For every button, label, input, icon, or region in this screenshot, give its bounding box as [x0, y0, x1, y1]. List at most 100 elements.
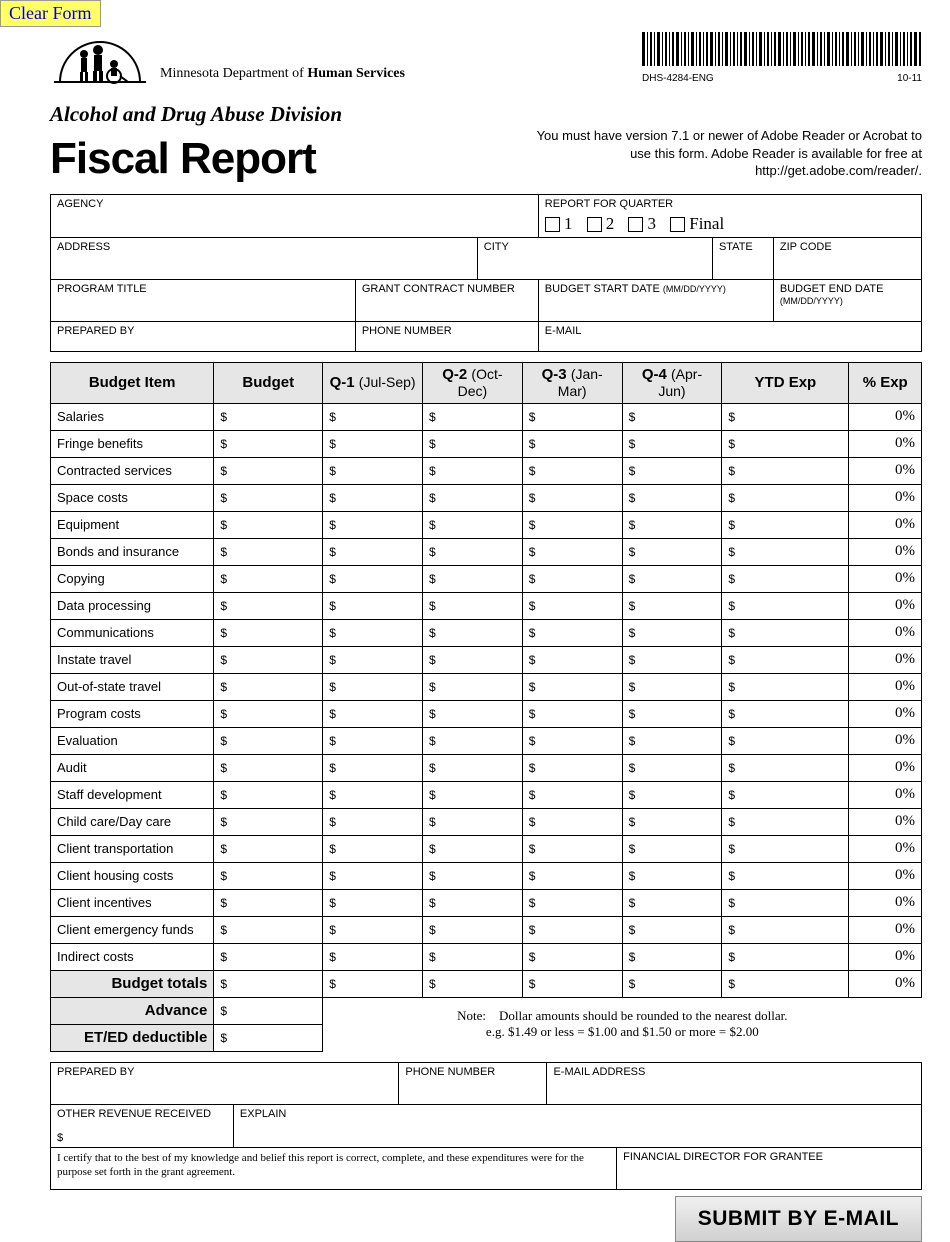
quarter-3-checkbox[interactable]: [628, 217, 643, 232]
totals-q1[interactable]: $: [323, 970, 423, 997]
q1-cell[interactable]: $: [323, 619, 423, 646]
q4-cell[interactable]: $: [622, 700, 722, 727]
q3-cell[interactable]: $: [522, 565, 622, 592]
budget-cell[interactable]: $: [214, 565, 323, 592]
budget-cell[interactable]: $: [214, 538, 323, 565]
ytd-cell[interactable]: $: [722, 592, 849, 619]
q3-cell[interactable]: $: [522, 754, 622, 781]
explain-field[interactable]: EXPLAIN: [233, 1104, 921, 1147]
prepared-by-field[interactable]: PREPARED BY: [51, 321, 356, 351]
ytd-cell[interactable]: $: [722, 754, 849, 781]
q1-cell[interactable]: $: [323, 808, 423, 835]
q1-cell[interactable]: $: [323, 889, 423, 916]
q3-cell[interactable]: $: [522, 727, 622, 754]
q4-cell[interactable]: $: [622, 592, 722, 619]
ytd-cell[interactable]: $: [722, 727, 849, 754]
budget-cell[interactable]: $: [214, 754, 323, 781]
q2-cell[interactable]: $: [422, 538, 522, 565]
email-field[interactable]: E-MAIL: [538, 321, 921, 351]
ytd-cell[interactable]: $: [722, 565, 849, 592]
q3-cell[interactable]: $: [522, 430, 622, 457]
q3-cell[interactable]: $: [522, 781, 622, 808]
q3-cell[interactable]: $: [522, 673, 622, 700]
q1-cell[interactable]: $: [323, 646, 423, 673]
q4-cell[interactable]: $: [622, 538, 722, 565]
q4-cell[interactable]: $: [622, 673, 722, 700]
q3-cell[interactable]: $: [522, 646, 622, 673]
ytd-cell[interactable]: $: [722, 862, 849, 889]
q1-cell[interactable]: $: [323, 943, 423, 970]
ytd-cell[interactable]: $: [722, 808, 849, 835]
q3-cell[interactable]: $: [522, 619, 622, 646]
budget-cell[interactable]: $: [214, 889, 323, 916]
budget-cell[interactable]: $: [214, 808, 323, 835]
q3-cell[interactable]: $: [522, 484, 622, 511]
q2-cell[interactable]: $: [422, 403, 522, 430]
q2-cell[interactable]: $: [422, 565, 522, 592]
budget-cell[interactable]: $: [214, 781, 323, 808]
budget-cell[interactable]: $: [214, 403, 323, 430]
ytd-cell[interactable]: $: [722, 889, 849, 916]
q4-cell[interactable]: $: [622, 403, 722, 430]
q2-cell[interactable]: $: [422, 430, 522, 457]
financial-director-field[interactable]: FINANCIAL DIRECTOR FOR GRANTEE: [617, 1147, 922, 1189]
q4-cell[interactable]: $: [622, 781, 722, 808]
budget-cell[interactable]: $: [214, 484, 323, 511]
ytd-cell[interactable]: $: [722, 835, 849, 862]
totals-ytd[interactable]: $: [722, 970, 849, 997]
q3-cell[interactable]: $: [522, 538, 622, 565]
q3-cell[interactable]: $: [522, 808, 622, 835]
q3-cell[interactable]: $: [522, 511, 622, 538]
q4-cell[interactable]: $: [622, 862, 722, 889]
q3-cell[interactable]: $: [522, 403, 622, 430]
q3-cell[interactable]: $: [522, 700, 622, 727]
state-field[interactable]: STATE: [712, 237, 773, 279]
budget-cell[interactable]: $: [214, 727, 323, 754]
ytd-cell[interactable]: $: [722, 511, 849, 538]
q1-cell[interactable]: $: [323, 511, 423, 538]
q4-cell[interactable]: $: [622, 430, 722, 457]
budget-cell[interactable]: $: [214, 835, 323, 862]
q1-cell[interactable]: $: [323, 916, 423, 943]
budget-cell[interactable]: $: [214, 916, 323, 943]
totals-budget[interactable]: $: [214, 970, 323, 997]
budget-cell[interactable]: $: [214, 457, 323, 484]
footer-phone-field[interactable]: PHONE NUMBER: [399, 1062, 547, 1104]
q4-cell[interactable]: $: [622, 835, 722, 862]
ytd-cell[interactable]: $: [722, 700, 849, 727]
q3-cell[interactable]: $: [522, 457, 622, 484]
ytd-cell[interactable]: $: [722, 781, 849, 808]
totals-q4[interactable]: $: [622, 970, 722, 997]
q2-cell[interactable]: $: [422, 457, 522, 484]
ytd-cell[interactable]: $: [722, 403, 849, 430]
ytd-cell[interactable]: $: [722, 538, 849, 565]
footer-prepared-by-field[interactable]: PREPARED BY: [51, 1062, 399, 1104]
totals-q3[interactable]: $: [522, 970, 622, 997]
q4-cell[interactable]: $: [622, 457, 722, 484]
ytd-cell[interactable]: $: [722, 673, 849, 700]
q4-cell[interactable]: $: [622, 808, 722, 835]
budget-cell[interactable]: $: [214, 646, 323, 673]
budget-cell[interactable]: $: [214, 943, 323, 970]
q4-cell[interactable]: $: [622, 565, 722, 592]
q2-cell[interactable]: $: [422, 484, 522, 511]
footer-email-field[interactable]: E-MAIL ADDRESS: [547, 1062, 922, 1104]
q2-cell[interactable]: $: [422, 943, 522, 970]
address-field[interactable]: ADDRESS: [51, 237, 478, 279]
clear-form-button[interactable]: Clear Form: [0, 0, 101, 27]
program-title-field[interactable]: PROGRAM TITLE: [51, 279, 356, 321]
budget-cell[interactable]: $: [214, 619, 323, 646]
q2-cell[interactable]: $: [422, 511, 522, 538]
q4-cell[interactable]: $: [622, 889, 722, 916]
totals-q2[interactable]: $: [422, 970, 522, 997]
q1-cell[interactable]: $: [323, 592, 423, 619]
q3-cell[interactable]: $: [522, 889, 622, 916]
q1-cell[interactable]: $: [323, 673, 423, 700]
q2-cell[interactable]: $: [422, 592, 522, 619]
q1-cell[interactable]: $: [323, 484, 423, 511]
q2-cell[interactable]: $: [422, 781, 522, 808]
q4-cell[interactable]: $: [622, 511, 722, 538]
budget-cell[interactable]: $: [214, 862, 323, 889]
q1-cell[interactable]: $: [323, 781, 423, 808]
ytd-cell[interactable]: $: [722, 943, 849, 970]
